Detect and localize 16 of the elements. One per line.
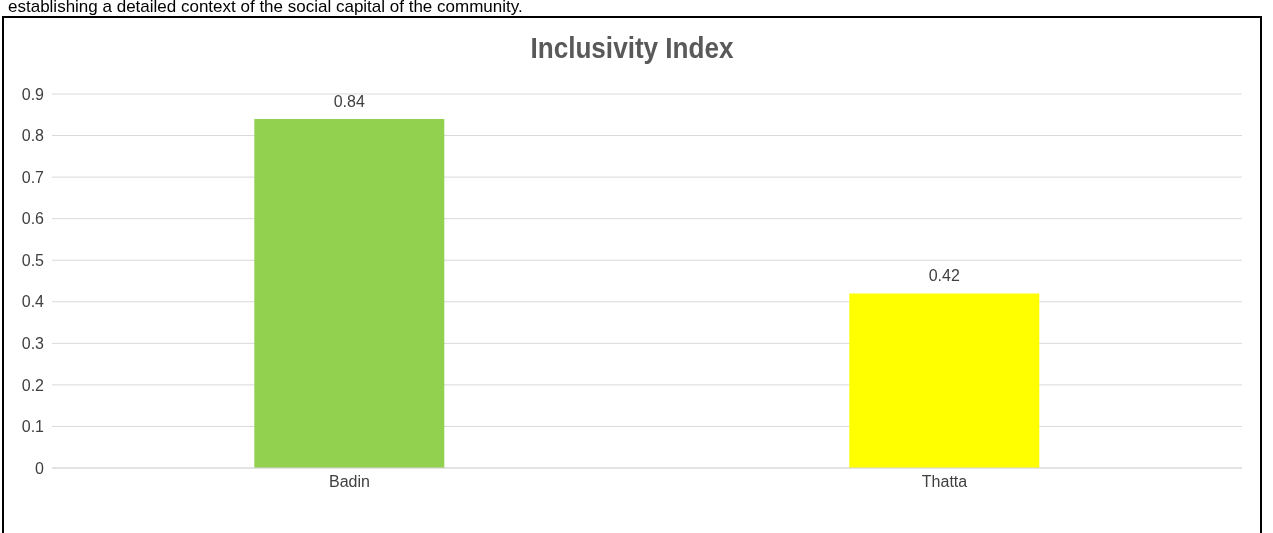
- y-tick-label: 0.8: [21, 127, 45, 145]
- x-tick-label: Badin: [329, 473, 370, 491]
- y-tick-label: 0: [35, 459, 45, 477]
- y-tick-label: 0.5: [21, 251, 45, 269]
- text: establishing a detailed context of the social capital of the community.: [8, 0, 524, 16]
- y-tick-label: 0.9: [21, 85, 45, 103]
- data-label: 0.42: [928, 267, 960, 285]
- y-tick-label: 0.1: [21, 418, 45, 436]
- y-tick-label: 0.2: [21, 376, 45, 394]
- chart-title: Inclusivity Index: [529, 32, 735, 66]
- data-label: 0.84: [333, 92, 365, 110]
- y-tick-label: 0.4: [21, 293, 45, 311]
- y-tick-label: 0.7: [21, 168, 45, 186]
- y-tick-label: 0.6: [21, 210, 45, 228]
- x-tick-label: Thatta: [921, 473, 968, 491]
- y-tick-label: 0.3: [21, 335, 45, 353]
